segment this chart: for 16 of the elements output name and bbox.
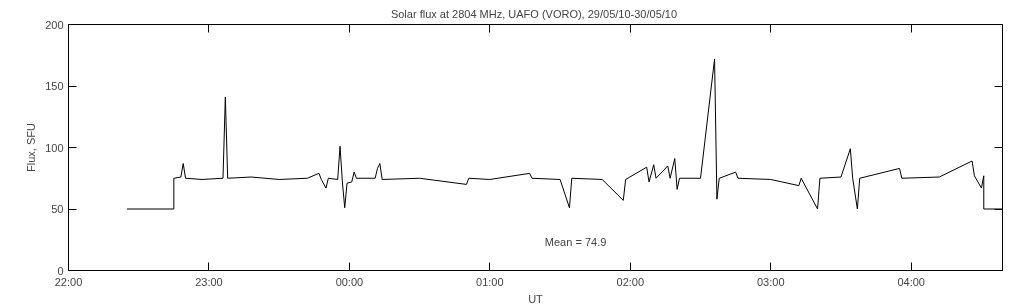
chart-title: Solar flux at 2804 MHz, UAFO (VORO), 29/05/10-30/05/10 — [390, 7, 678, 20]
x-tick-label: 22:00 — [54, 275, 83, 288]
x-axis-title: UT — [528, 292, 544, 305]
annotation: Mean = 74.9 — [544, 236, 607, 249]
y-tick-label: 150 — [45, 80, 64, 92]
y-axis-title: Flux, SFU — [25, 123, 38, 172]
y-tick-label: 50 — [51, 203, 64, 215]
x-tick-label: 03:00 — [756, 275, 785, 288]
y-tick-label: 100 — [45, 141, 64, 154]
x-tick-label: 23:00 — [195, 275, 223, 288]
x-tick-label: 01:00 — [476, 275, 504, 288]
x-tick-label: 02:00 — [616, 275, 645, 288]
x-tick-label: 00:00 — [335, 275, 364, 288]
x-tick-label: 04:00 — [897, 275, 925, 288]
y-tick-label: 0 — [57, 264, 64, 277]
y-tick-label: 200 — [45, 18, 64, 31]
